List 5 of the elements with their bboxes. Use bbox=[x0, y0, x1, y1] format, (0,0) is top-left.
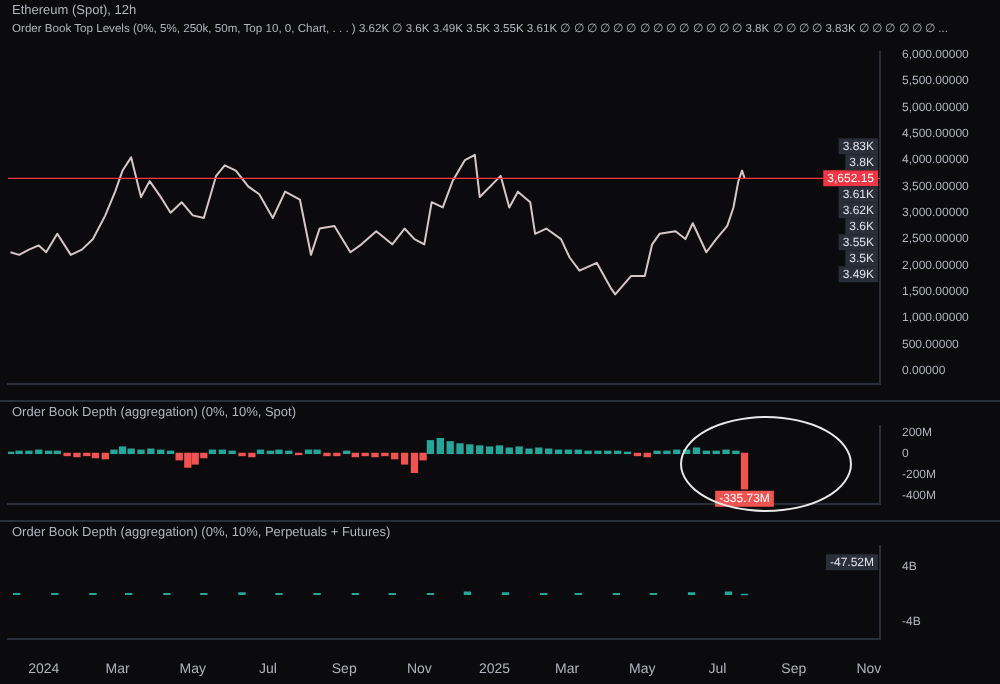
bar bbox=[110, 449, 118, 455]
bar bbox=[184, 452, 192, 468]
bar bbox=[191, 452, 199, 465]
bar bbox=[118, 446, 127, 455]
bar bbox=[313, 449, 321, 455]
